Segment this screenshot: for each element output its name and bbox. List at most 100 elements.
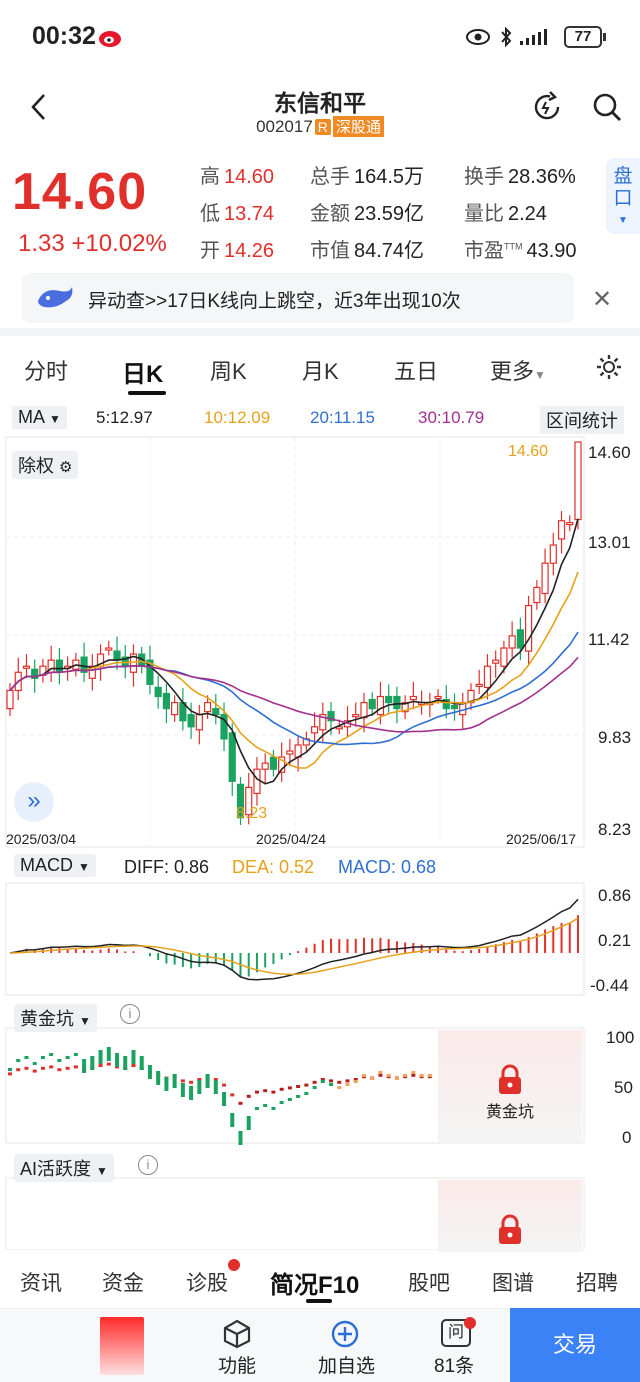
candle-body: [360, 701, 368, 719]
battery-tip: [603, 33, 606, 41]
tab-daily-k[interactable]: 日K: [122, 361, 164, 388]
refresh-icon[interactable]: [530, 90, 564, 124]
amount-label: 金额: [310, 203, 350, 225]
btab-news[interactable]: 资讯: [20, 1272, 62, 1295]
message-icon[interactable]: 问: [441, 1319, 471, 1347]
ai-selector-label: AI活跃度: [20, 1159, 92, 1179]
gold-lock-text: 黄金坑: [485, 1104, 534, 1121]
ai-selector[interactable]: AI活跃度 ▼: [14, 1154, 114, 1182]
macd-dea: DEA: 0.52: [232, 857, 315, 877]
btab-f10[interactable]: 简况F10: [270, 1272, 360, 1299]
min-price-label: 8.23: [236, 805, 268, 822]
ma30-value: 30:10.79: [418, 408, 485, 427]
section-divider: [0, 328, 640, 336]
gold-dot-red: [263, 1089, 268, 1093]
bluetooth-icon: [501, 26, 512, 48]
y-label-2: 11.42: [588, 630, 630, 649]
btab-funds[interactable]: 资金: [102, 1272, 144, 1295]
weibo-icon: [99, 31, 121, 47]
tab-monthly-k[interactable]: 月K: [302, 359, 339, 384]
gold-dot-green: [98, 1050, 103, 1064]
high-cell: 高 14.60: [200, 160, 274, 189]
gold-dot-green: [320, 1080, 325, 1083]
candle-body: [286, 750, 294, 755]
search-icon[interactable]: [592, 92, 624, 124]
gold-dot-green: [24, 1056, 29, 1059]
function-button[interactable]: 功能: [218, 1356, 257, 1377]
gold-dot-red: [57, 1068, 62, 1072]
open-value: 14.26: [224, 240, 275, 262]
tab-five-day[interactable]: 五日: [394, 359, 439, 384]
gold-dot-green: [353, 1080, 358, 1083]
candle-body: [261, 762, 269, 770]
gold-dot-green: [427, 1074, 432, 1077]
candle-body: [129, 653, 138, 673]
btab-indicator: [306, 1299, 332, 1303]
ai-caret-icon: ▼: [96, 1164, 108, 1178]
price-change: 1.33 +10.02%: [18, 230, 167, 258]
candle-body: [393, 695, 401, 710]
chart-area[interactable]: [0, 435, 640, 1250]
close-icon[interactable]: ✕: [592, 286, 613, 313]
margin-tag: R: [314, 119, 331, 135]
back-arrow-icon[interactable]: [28, 92, 50, 122]
gold-dot-red: [254, 1090, 259, 1094]
add-watchlist-icon[interactable]: [330, 1319, 360, 1349]
gold-dot-green: [205, 1074, 210, 1088]
message-count[interactable]: 81条: [434, 1356, 475, 1377]
gold-dot-red: [49, 1065, 54, 1069]
trade-button[interactable]: 交易: [510, 1308, 640, 1382]
alert-text: 异动查>>17日K线向上跳空，近3年出现10次: [88, 291, 461, 312]
ai-locked-overlay[interactable]: [438, 1180, 582, 1252]
turnover-value: 28.36%: [508, 166, 576, 188]
ai-info-icon[interactable]: i: [138, 1155, 158, 1175]
candle-body: [557, 520, 566, 540]
active-tab-indicator: [128, 391, 166, 395]
adjust-label: 除权: [18, 456, 54, 476]
adjust-selector[interactable]: 除权 ⚙: [12, 451, 79, 479]
btab-jobs[interactable]: 招聘: [576, 1272, 618, 1295]
candle-body: [450, 704, 459, 710]
btab-forum[interactable]: 股吧: [408, 1272, 450, 1295]
tab-intraday[interactable]: 分时: [24, 359, 69, 384]
pe-cell: 市盈TTM 43.90: [464, 234, 577, 263]
gold-dot-green: [238, 1131, 243, 1145]
gold-dot-red: [24, 1066, 29, 1070]
macd-selector[interactable]: MACD ▼: [14, 854, 96, 877]
gold-selector[interactable]: 黄金坑 ▼: [14, 1004, 97, 1032]
diagnose-badge: [228, 1259, 240, 1271]
chart-grid: [5, 436, 585, 1250]
candle-body: [278, 756, 286, 773]
expand-icon[interactable]: »: [14, 782, 54, 822]
tab-weekly-k[interactable]: 周K: [210, 359, 247, 384]
gold-dot-green: [345, 1083, 350, 1086]
add-watchlist-button[interactable]: 加自选: [318, 1356, 376, 1377]
range-stat-button[interactable]: 区间统计: [540, 406, 624, 434]
gold-dot-green: [189, 1086, 194, 1100]
settings-gear-icon[interactable]: [596, 354, 622, 380]
candle-body: [401, 701, 409, 713]
gold-dot-green: [370, 1077, 375, 1080]
last-price: 14.60: [12, 163, 148, 221]
ma10-value: 10:12.09: [204, 408, 271, 427]
gold-dot-green: [49, 1053, 54, 1056]
macd-caret-icon: ▼: [78, 860, 90, 874]
function-cube-icon[interactable]: [222, 1319, 252, 1349]
tab-more[interactable]: 更多▼: [490, 354, 546, 386]
gold-locked-overlay[interactable]: 黄金坑: [438, 1030, 582, 1142]
candle-body: [171, 701, 179, 716]
gold-dot-green: [8, 1068, 12, 1071]
alert-banner[interactable]: 异动查>>17日K线向上跳空，近3年出现10次: [22, 273, 574, 323]
candle-body: [442, 698, 450, 710]
gold-dot-red: [230, 1093, 235, 1097]
info-icon[interactable]: i: [120, 1004, 140, 1024]
btab-diagnose[interactable]: 诊股: [186, 1272, 228, 1295]
diff-line: [9, 898, 579, 981]
btab-graph[interactable]: 图谱: [492, 1272, 534, 1295]
candle-body: [146, 659, 154, 685]
pankou-button[interactable]: 盘口 ▼: [606, 158, 640, 234]
gold-dot-green: [386, 1074, 391, 1077]
ma-selector[interactable]: MA ▼: [12, 406, 67, 429]
gold-dot-green: [271, 1107, 276, 1110]
connect-tag[interactable]: 深股通: [332, 116, 384, 137]
